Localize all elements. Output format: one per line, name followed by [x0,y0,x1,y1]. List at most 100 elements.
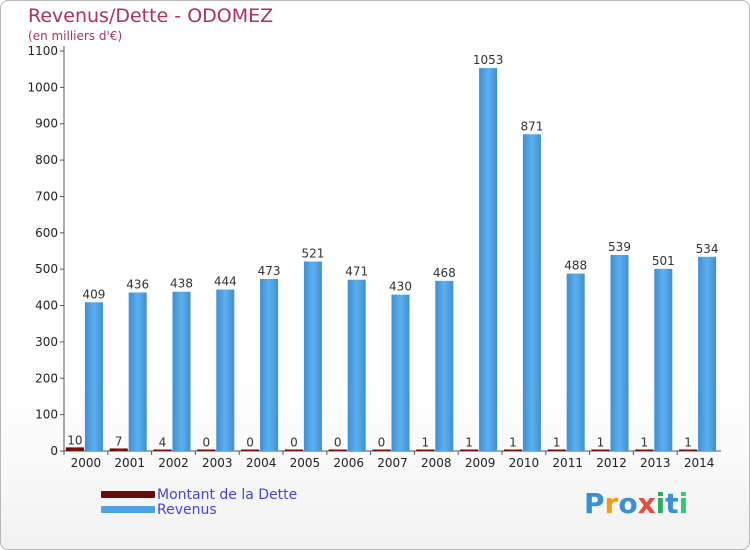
bar-debt [679,449,698,451]
x-tick-label: 2001 [114,456,145,470]
y-tick-label: 900 [35,117,58,131]
data-label-revenus: 488 [564,259,587,273]
x-tick-label: 2003 [202,456,233,470]
legend-swatch-debt [101,491,155,498]
data-label-debt: 10 [67,433,82,447]
legend: Montant de la Dette Revenus [101,486,298,518]
chart-subtitle: (en milliers d'€) [28,29,123,43]
proxiti-logo: Proxiti [584,487,688,520]
chart-title: Revenus/Dette - ODOMEZ [28,5,274,27]
bar-debt [109,448,128,451]
data-label-revenus: 444 [214,275,237,289]
bar-revenus [435,280,454,451]
data-label-debt: 0 [246,436,254,450]
legend-label-debt: Montant de la Dette [157,486,298,503]
data-label-debt: 1 [597,436,605,450]
bar-debt [372,449,391,451]
bar-revenus [479,68,498,451]
logo-letter: P [584,487,605,520]
legend-item-revenus: Revenus [101,501,297,518]
y-tick-label: 500 [35,262,58,276]
bar-debt [416,449,435,451]
legend-label-revenus: Revenus [157,501,217,518]
legend-item-debt: Montant de la Dette [101,486,298,503]
y-tick-label: 700 [35,189,58,203]
bar-revenus [698,256,717,451]
logo-letter: t [665,487,679,520]
data-label-revenus: 534 [696,242,719,256]
y-tick-label: 800 [35,153,58,167]
bar-debt [328,449,347,451]
bar-revenus [566,273,585,451]
data-label-revenus: 471 [345,265,368,279]
y-tick-label: 1100 [27,44,58,58]
data-label-debt: 1 [553,436,561,450]
data-label-debt: 0 [334,436,342,450]
bar-revenus [654,268,673,451]
logo-letter: o [618,487,638,520]
bar-revenus [347,279,366,451]
bar-debt [591,449,610,451]
bar-debt [241,449,260,451]
data-label-debt: 1 [465,436,473,450]
data-label-revenus: 871 [520,119,543,133]
x-tick-label: 2010 [509,456,540,470]
data-label-revenus: 539 [608,240,631,254]
bar-debt [284,449,303,451]
x-tick-label: 2007 [377,456,408,470]
data-label-debt: 1 [684,436,692,450]
x-tick-label: 2006 [333,456,364,470]
x-tick-label: 2004 [246,456,277,470]
x-tick-label: 2011 [552,456,583,470]
bar-debt [197,449,216,451]
data-label-revenus: 468 [433,266,456,280]
data-label-debt: 0 [202,436,210,450]
data-label-revenus: 501 [652,254,675,268]
data-label-debt: 0 [378,436,386,450]
data-label-revenus: 521 [301,247,324,261]
bar-revenus [128,292,147,451]
bar-revenus [260,279,279,451]
y-tick-label: 300 [35,335,58,349]
data-label-debt: 1 [421,436,429,450]
bar-revenus [172,291,191,451]
legend-swatch-revenus [101,506,155,513]
x-tick-label: 2009 [465,456,496,470]
x-tick-label: 2014 [684,456,715,470]
data-label-debt: 7 [115,434,123,448]
data-label-revenus: 430 [389,280,412,294]
data-label-debt: 4 [159,436,167,450]
y-tick-label: 400 [35,299,58,313]
data-label-revenus: 436 [126,277,149,291]
y-tick-label: 200 [35,371,58,385]
data-label-debt: 1 [509,436,517,450]
bar-revenus [84,302,103,451]
y-tick-label: 600 [35,226,58,240]
logo-letter: i [678,487,689,520]
data-label-revenus: 473 [258,264,281,278]
bar-debt [547,449,566,451]
x-tick-label: 2012 [596,456,627,470]
x-tick-label: 2005 [290,456,321,470]
bar-revenus [610,255,629,451]
bar-revenus [216,289,235,451]
y-tick-label: 1000 [27,80,58,94]
logo-letter: i [655,487,666,520]
logo-letter: r [604,487,619,520]
bar-debt [65,447,84,451]
logo-letter: x [637,487,656,520]
x-tick-label: 2000 [71,456,102,470]
x-tick-label: 2008 [421,456,452,470]
data-label-revenus: 1053 [473,53,504,67]
data-label-revenus: 438 [170,277,193,291]
x-tick-label: 2002 [158,456,189,470]
bar-debt [503,449,522,451]
bar-debt [635,449,654,451]
data-label-debt: 0 [290,436,298,450]
x-tick-label: 2013 [640,456,671,470]
data-label-revenus: 409 [82,287,105,301]
y-tick-label: 100 [35,408,58,422]
bar-debt [153,449,172,451]
